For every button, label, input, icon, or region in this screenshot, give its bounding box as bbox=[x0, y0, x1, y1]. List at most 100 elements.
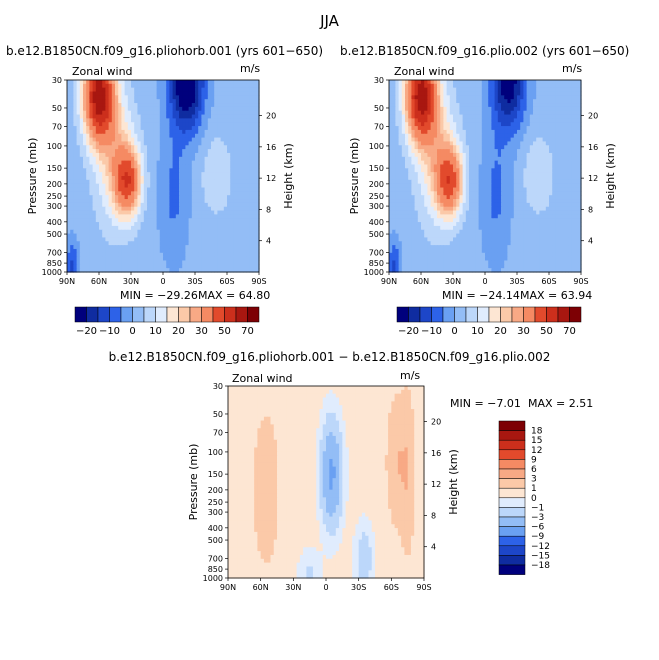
field-cell bbox=[201, 87, 206, 93]
field-cell bbox=[552, 176, 556, 181]
field-cell bbox=[204, 137, 209, 143]
field-cell bbox=[79, 176, 84, 181]
field-cell bbox=[217, 106, 222, 112]
field-cell bbox=[239, 248, 244, 254]
field-cell bbox=[211, 195, 215, 200]
field-cell bbox=[86, 91, 90, 96]
field-cell bbox=[414, 156, 419, 162]
field-cell bbox=[427, 114, 432, 119]
field-cell bbox=[504, 83, 508, 89]
field-cell bbox=[111, 210, 116, 215]
field-cell bbox=[195, 141, 199, 146]
field-cell bbox=[204, 152, 209, 158]
field-cell bbox=[172, 214, 177, 219]
field-cell bbox=[131, 225, 135, 231]
field-cell bbox=[188, 233, 193, 239]
field-cell bbox=[89, 225, 94, 231]
field-cell bbox=[195, 122, 199, 127]
field-cell bbox=[230, 118, 234, 123]
field-cell bbox=[76, 237, 81, 242]
field-cell bbox=[95, 160, 100, 166]
field-cell bbox=[533, 87, 537, 93]
field-cell bbox=[201, 264, 206, 269]
field-cell bbox=[188, 241, 193, 246]
field-cell bbox=[131, 237, 135, 242]
field-cell bbox=[545, 122, 550, 127]
field-cell bbox=[201, 91, 206, 96]
field-cell bbox=[92, 149, 97, 154]
field-cell bbox=[437, 172, 441, 177]
panel1-field bbox=[67, 80, 260, 273]
field-cell bbox=[513, 80, 518, 85]
field-cell bbox=[134, 195, 138, 200]
field-cell bbox=[191, 268, 196, 273]
field-cell bbox=[217, 152, 222, 158]
field-cell bbox=[236, 114, 241, 119]
field-cell bbox=[147, 99, 151, 104]
field-cell bbox=[207, 264, 212, 269]
field-cell bbox=[131, 214, 135, 219]
field-cell bbox=[99, 129, 103, 135]
field-cell bbox=[478, 141, 483, 146]
field-cell bbox=[230, 206, 234, 212]
field-cell bbox=[137, 164, 142, 169]
field-cell bbox=[105, 187, 110, 192]
field-cell bbox=[249, 106, 254, 112]
field-cell bbox=[453, 106, 457, 112]
field-cell bbox=[179, 145, 183, 150]
field-cell bbox=[182, 222, 186, 227]
field-cell bbox=[156, 118, 161, 123]
field-cell bbox=[204, 256, 209, 262]
field-cell bbox=[182, 126, 186, 131]
field-cell bbox=[456, 160, 460, 166]
field-cell bbox=[182, 145, 186, 150]
field-cell bbox=[494, 179, 499, 185]
field-cell bbox=[497, 137, 502, 143]
field-cell bbox=[252, 210, 257, 215]
field-cell bbox=[533, 137, 537, 143]
field-cell bbox=[86, 129, 90, 135]
field-cell bbox=[198, 256, 202, 262]
field-cell bbox=[76, 241, 81, 246]
field-cell bbox=[389, 87, 393, 93]
field-cell bbox=[159, 256, 164, 262]
field-cell bbox=[526, 168, 531, 173]
field-cell bbox=[153, 87, 158, 93]
field-cell bbox=[214, 264, 218, 269]
field-cell bbox=[408, 129, 412, 135]
field-cell bbox=[140, 118, 145, 123]
field-cell bbox=[92, 179, 97, 185]
field-cell bbox=[526, 129, 531, 135]
field-cell bbox=[485, 145, 489, 150]
field-cell bbox=[433, 172, 438, 177]
field-cell bbox=[549, 103, 553, 108]
field-cell bbox=[92, 95, 97, 100]
field-cell bbox=[150, 110, 154, 116]
field-cell bbox=[166, 110, 170, 116]
field-cell bbox=[230, 183, 234, 189]
field-cell bbox=[491, 122, 496, 127]
x-tick-label: 90S bbox=[251, 277, 266, 286]
field-cell bbox=[115, 237, 119, 242]
field-cell bbox=[462, 137, 467, 143]
field-cell bbox=[526, 179, 531, 185]
field-cell bbox=[513, 187, 518, 192]
field-cell bbox=[405, 126, 409, 131]
field-cell bbox=[243, 206, 247, 212]
field-cell bbox=[115, 199, 119, 204]
field-cell bbox=[453, 80, 457, 85]
field-cell bbox=[201, 199, 206, 204]
field-cell bbox=[472, 80, 476, 85]
field-cell bbox=[214, 248, 218, 254]
field-cell bbox=[488, 126, 492, 131]
field-cell bbox=[227, 103, 231, 108]
field-cell bbox=[131, 183, 135, 189]
field-cell bbox=[475, 80, 480, 85]
field-cell bbox=[252, 141, 257, 146]
field-cell bbox=[491, 145, 496, 150]
field-cell bbox=[198, 172, 202, 177]
field-cell bbox=[536, 179, 540, 185]
field-cell bbox=[533, 145, 537, 150]
field-cell bbox=[549, 122, 553, 127]
field-cell bbox=[169, 168, 174, 173]
